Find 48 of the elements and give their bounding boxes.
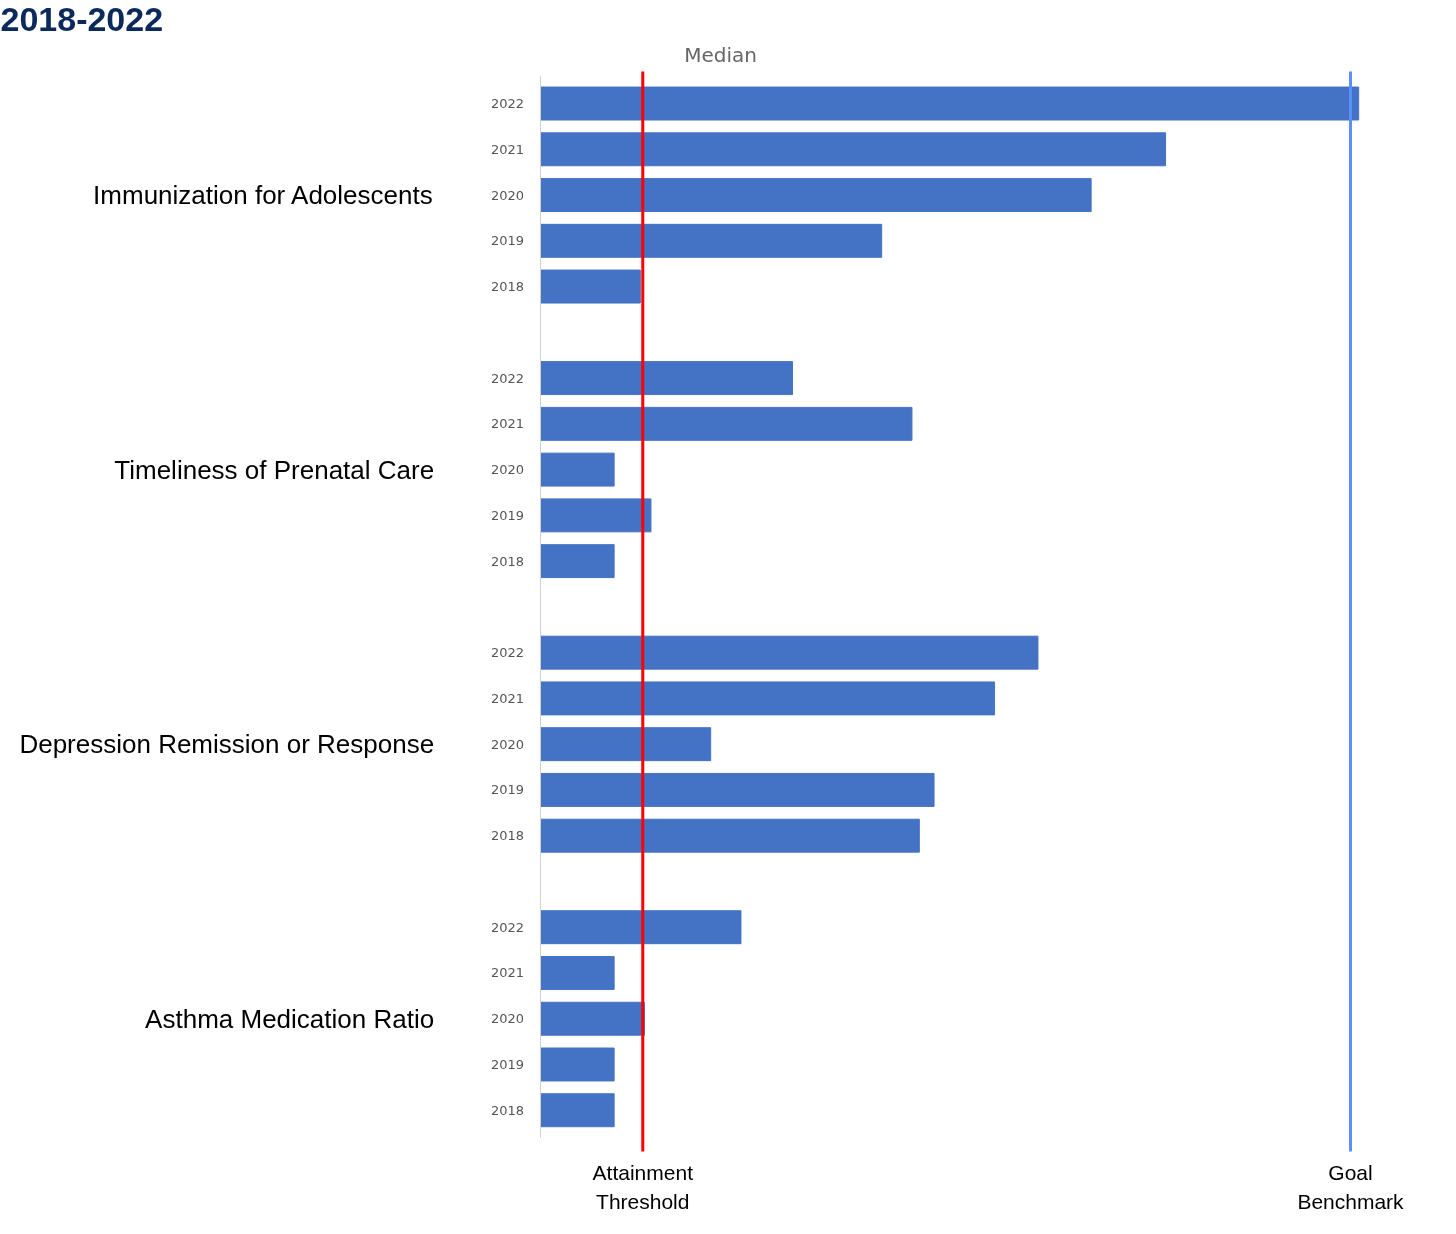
y-tick-label: 2021 <box>491 965 525 981</box>
y-tick-label: 2021 <box>491 416 525 432</box>
y-tick-label: 2022 <box>491 370 525 386</box>
y-tick-label: 2019 <box>491 782 525 798</box>
bar <box>540 681 996 716</box>
y-tick-label: 2018 <box>491 553 525 569</box>
bar <box>540 1001 645 1036</box>
text: Asthma Medication Ratio <box>145 1003 435 1034</box>
y-tick-label: 2022 <box>491 645 525 661</box>
y-tick-label: 2021 <box>491 141 525 157</box>
bar <box>540 1047 615 1082</box>
bar <box>540 544 615 579</box>
bar <box>540 498 652 533</box>
y-tick-label: 2020 <box>491 1011 525 1027</box>
y-tick-label: 2019 <box>491 1056 525 1072</box>
ref-line-label: Goal Benchmark <box>1297 1160 1405 1214</box>
y-tick-label: 2022 <box>491 96 525 112</box>
bar <box>540 361 793 396</box>
bar <box>540 727 712 762</box>
y-tick-label: 2018 <box>491 828 525 844</box>
text: 2018-2022 <box>0 0 164 38</box>
bar <box>540 818 920 853</box>
bar <box>540 86 1360 121</box>
text: Timeliness of Prenatal Care <box>114 454 435 485</box>
text: Immunization for Adolescents <box>93 180 433 211</box>
bar <box>540 269 641 304</box>
y-tick-label: 2019 <box>491 507 525 523</box>
y-tick-label: 2019 <box>491 233 525 249</box>
bar <box>540 1093 615 1128</box>
bar <box>540 223 883 258</box>
bar <box>540 956 615 990</box>
bar <box>540 178 1092 213</box>
bar <box>540 132 1167 167</box>
y-tick-label: 2020 <box>491 462 525 478</box>
bar <box>540 452 615 487</box>
y-tick-label: 2020 <box>491 187 525 203</box>
bar <box>540 910 742 945</box>
y-tick-label: 2018 <box>491 279 525 295</box>
y-tick-label: 2018 <box>491 1102 525 1118</box>
text: Depression Remission or Response <box>19 729 435 760</box>
bar <box>540 406 913 441</box>
y-tick-label: 2022 <box>491 919 525 935</box>
y-tick-label: 2021 <box>491 690 525 706</box>
chart-subtitle: Median <box>684 42 757 67</box>
bar <box>540 772 935 807</box>
bar <box>540 635 1039 670</box>
y-tick-label: 2020 <box>491 736 525 752</box>
ref-line-label: Attainment Threshold <box>592 1160 694 1214</box>
